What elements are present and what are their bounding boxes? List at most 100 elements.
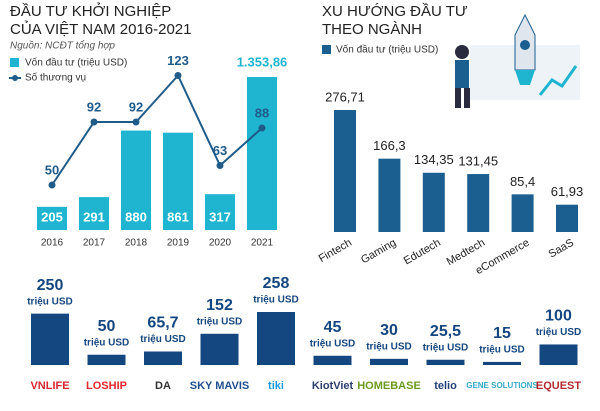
bar-value-label: 861 bbox=[167, 209, 189, 224]
bar-unit-label: triệu USD bbox=[536, 327, 582, 338]
logo-label: GENE SOLUTIONS bbox=[466, 381, 538, 390]
line-value-label: 92 bbox=[87, 99, 101, 114]
x-tick-label: Edutech bbox=[402, 237, 443, 268]
bar bbox=[378, 158, 401, 232]
bar-unit-label: triệu USD bbox=[366, 341, 412, 352]
bar bbox=[87, 354, 126, 365]
bar-value-label: 45 bbox=[324, 319, 342, 336]
bar bbox=[334, 110, 356, 232]
bar bbox=[556, 204, 578, 232]
bar-value-label: 205 bbox=[41, 209, 63, 224]
line-value-label: 50 bbox=[45, 162, 59, 177]
logo-label: DA bbox=[155, 380, 171, 392]
bar bbox=[426, 359, 465, 365]
line-point bbox=[174, 72, 182, 79]
source: Nguồn: NCĐT tổng hợp bbox=[10, 40, 115, 52]
bar-value-label: 276,71 bbox=[325, 89, 365, 104]
line-point bbox=[90, 118, 98, 126]
legend-label: Số thương vụ bbox=[25, 72, 86, 84]
logo-label: EQUEST bbox=[536, 380, 582, 392]
bar-value-label: 61,93 bbox=[551, 184, 584, 199]
logo-label: KiotViet bbox=[312, 380, 354, 392]
illustration bbox=[455, 13, 580, 108]
bar-unit-label: triệu USD bbox=[27, 296, 73, 307]
bar bbox=[483, 361, 521, 365]
bar bbox=[422, 172, 445, 232]
logo-label: tiki bbox=[268, 380, 284, 392]
bar-value-label: 131,45 bbox=[458, 153, 498, 168]
bar bbox=[37, 206, 67, 230]
bar bbox=[370, 358, 408, 365]
line-point bbox=[48, 181, 56, 189]
x-tick-label: Fintech bbox=[317, 237, 354, 265]
x-tick-label: 2019 bbox=[167, 238, 190, 249]
bar-unit-label: triệu USD bbox=[84, 337, 130, 348]
bar-value-label: 317 bbox=[209, 209, 231, 224]
bar-unit-label: triệu USD bbox=[197, 316, 243, 327]
bar-value-label: 50 bbox=[98, 318, 116, 335]
legend-label: Vốn đầu tư (triệu USD) bbox=[336, 44, 438, 56]
chart-title: THEO NGÀNH bbox=[322, 21, 422, 38]
bar-value-label: 65,7 bbox=[147, 315, 178, 332]
bar bbox=[144, 351, 182, 365]
bar bbox=[205, 194, 235, 230]
logo-label: HOMEBASE bbox=[357, 380, 421, 392]
chart-title: CỦA VIỆT NAM 2016-2021 bbox=[10, 20, 191, 38]
bar-value-label: 258 bbox=[263, 275, 290, 292]
legend-swatch bbox=[10, 58, 19, 67]
bar-value-label: 291 bbox=[83, 209, 105, 224]
bar bbox=[79, 197, 109, 230]
bar-unit-label: triệu USD bbox=[253, 295, 299, 306]
legend-dot bbox=[12, 75, 18, 81]
chart-title: ĐẦU TƯ KHỞI NGHIỆP bbox=[10, 2, 171, 20]
bar-unit-label: triệu USD bbox=[423, 342, 469, 353]
bar-unit-label: triệu USD bbox=[310, 338, 356, 349]
bar-unit-label: triệu USD bbox=[479, 345, 525, 356]
bar-value-label: 15 bbox=[493, 325, 511, 342]
legend-swatch bbox=[322, 45, 331, 54]
x-tick-label: 2021 bbox=[251, 238, 274, 249]
bar-value-label: 250 bbox=[37, 277, 64, 294]
logo-label: telio bbox=[434, 380, 457, 392]
logo-label: LOSHIP bbox=[86, 380, 127, 392]
bar bbox=[539, 344, 578, 365]
line-value-label: 63 bbox=[213, 143, 227, 158]
bar bbox=[257, 312, 295, 365]
x-tick-label: Gaming bbox=[359, 237, 398, 267]
x-tick-label: 2018 bbox=[125, 238, 148, 249]
logo-label: VNLIFE bbox=[30, 380, 69, 392]
logo-label: SKY MAVIS bbox=[190, 380, 250, 392]
line bbox=[51, 73, 263, 186]
bar bbox=[163, 132, 193, 230]
bar-value-label: 30 bbox=[380, 322, 398, 339]
bar-value-label: 85,4 bbox=[510, 174, 535, 189]
bar bbox=[313, 355, 352, 365]
bar-value-label: 152 bbox=[206, 297, 233, 314]
bar-value-label: 134,35 bbox=[414, 152, 454, 167]
chart-title: XU HƯỚNG ĐẦU TƯ bbox=[322, 3, 468, 20]
bar bbox=[511, 194, 534, 232]
bar bbox=[467, 174, 490, 232]
line-point bbox=[258, 124, 266, 132]
bar-value-label: 25,5 bbox=[430, 323, 461, 340]
legend-label: Vốn đầu tư (triệu USD) bbox=[25, 57, 127, 69]
x-tick-label: 2016 bbox=[41, 238, 64, 249]
x-tick-label: 2020 bbox=[209, 238, 232, 249]
line-value-label: 88 bbox=[255, 105, 269, 120]
bar bbox=[121, 130, 151, 230]
bar bbox=[31, 313, 69, 365]
bar-unit-label: triệu USD bbox=[140, 334, 186, 345]
line-point bbox=[132, 118, 140, 126]
bar-value-label: 166,3 bbox=[373, 138, 406, 153]
x-tick-label: SaaS bbox=[547, 237, 576, 261]
bar bbox=[200, 333, 239, 365]
bar-value-label: 1.353,86 bbox=[237, 54, 288, 69]
bar-value-label: 880 bbox=[125, 209, 147, 224]
line-value-label: 123 bbox=[167, 53, 189, 68]
bar bbox=[247, 77, 277, 230]
line-point bbox=[216, 162, 224, 169]
bar-value-label: 100 bbox=[545, 308, 572, 325]
x-tick-label: 2017 bbox=[83, 238, 106, 249]
line-value-label: 92 bbox=[129, 99, 143, 114]
